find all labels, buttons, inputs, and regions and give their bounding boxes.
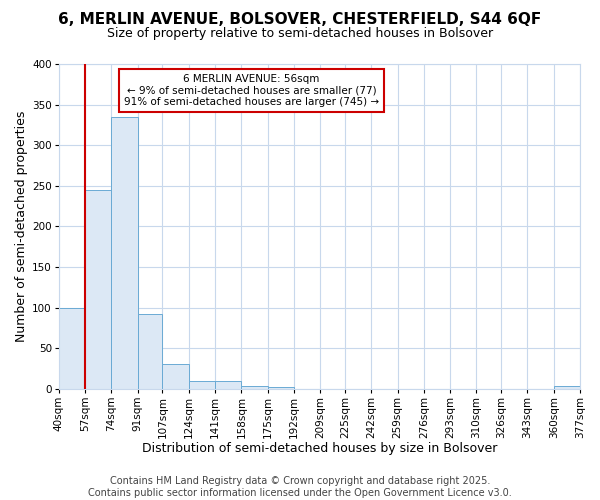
Bar	[138, 314, 163, 389]
Bar	[554, 386, 580, 389]
Bar	[85, 190, 112, 389]
Bar	[59, 308, 85, 389]
Bar	[241, 386, 268, 389]
X-axis label: Distribution of semi-detached houses by size in Bolsover: Distribution of semi-detached houses by …	[142, 442, 497, 455]
Bar	[163, 364, 189, 389]
Text: 6 MERLIN AVENUE: 56sqm
← 9% of semi-detached houses are smaller (77)
91% of semi: 6 MERLIN AVENUE: 56sqm ← 9% of semi-deta…	[124, 74, 379, 107]
Bar	[215, 382, 241, 389]
Text: Contains HM Land Registry data © Crown copyright and database right 2025.
Contai: Contains HM Land Registry data © Crown c…	[88, 476, 512, 498]
Text: 6, MERLIN AVENUE, BOLSOVER, CHESTERFIELD, S44 6QF: 6, MERLIN AVENUE, BOLSOVER, CHESTERFIELD…	[58, 12, 542, 28]
Text: Size of property relative to semi-detached houses in Bolsover: Size of property relative to semi-detach…	[107, 28, 493, 40]
Bar	[189, 380, 215, 389]
Bar	[112, 117, 138, 389]
Bar	[268, 387, 294, 389]
Y-axis label: Number of semi-detached properties: Number of semi-detached properties	[15, 110, 28, 342]
